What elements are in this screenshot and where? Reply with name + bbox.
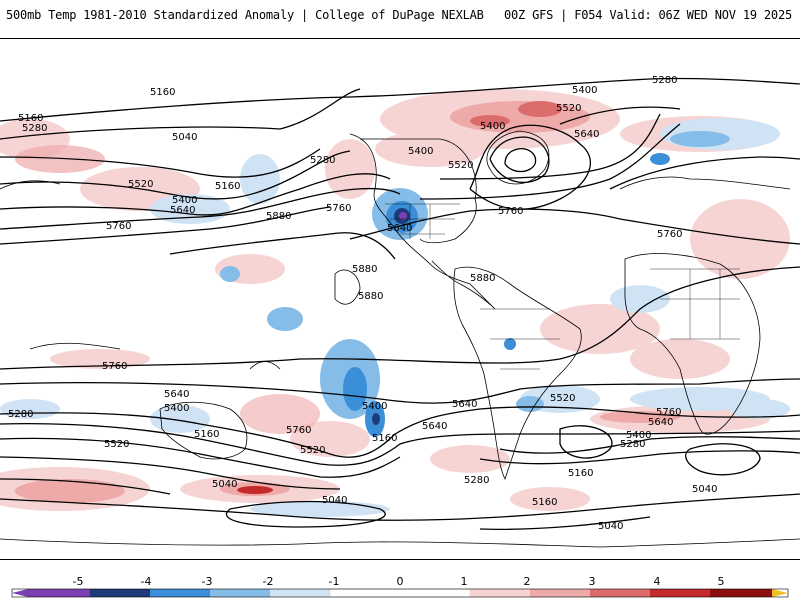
colorbar-segment [150, 589, 210, 597]
colorbar-svg: -5 -4 -3 -2 -1 0 1 2 3 4 5 [11, 575, 789, 598]
contour-label: 5280 [620, 439, 645, 450]
colorbar-segment [329, 588, 471, 598]
political-borders [385, 203, 740, 370]
colorbar-segment [270, 589, 330, 597]
colorbar-tick-label: -1 [329, 575, 340, 588]
contour-label: 5040 [212, 479, 237, 490]
contour-label: 5640 [648, 417, 673, 428]
contour-label: 5040 [598, 521, 623, 532]
contour-label: 5520 [128, 179, 153, 190]
colorbar-segment [650, 589, 710, 597]
colorbar-ticks: -5 -4 -3 -2 -1 0 1 2 3 4 5 [73, 575, 725, 588]
contour-label: 5040 [172, 132, 197, 143]
contour-label: 5760 [326, 203, 351, 214]
colorbar-outline [11, 588, 789, 598]
contour-label: 5160 [18, 113, 43, 124]
contour-label: 5160 [532, 497, 557, 508]
cool-anomaly-shading [0, 118, 790, 517]
contour-label: 5640 [170, 205, 195, 216]
contour-label: 5160 [215, 181, 240, 192]
contour-label: 5520 [104, 439, 129, 450]
contour-label: 5640 [422, 421, 447, 432]
contour-label: 5040 [322, 495, 347, 506]
header-bar: 500mb Temp 1981-2010 Standardized Anomal… [0, 0, 800, 30]
contour-label: 5880 [352, 264, 377, 275]
contour-label: 5640 [164, 389, 189, 400]
contour-label: 5640 [574, 129, 599, 140]
contour-label: 5640 [387, 223, 412, 234]
contour-label: 5280 [652, 75, 677, 86]
contour-label: 5160 [372, 433, 397, 444]
contour-label-group: 5160 5160 5280 5040 5520 5640 5400 5760 … [8, 75, 717, 532]
height-contours [0, 77, 800, 530]
colorbar-segment [710, 589, 772, 597]
contour-label: 5760 [656, 407, 681, 418]
colorbar-segment [590, 589, 650, 597]
anomaly-map: 5160 5160 5280 5040 5520 5640 5400 5760 … [0, 38, 800, 560]
contour-label: 5760 [657, 229, 682, 240]
colorbar-tick-label: 3 [589, 575, 596, 588]
colorbar-tick-label: 1 [461, 575, 468, 588]
contour-label: 5520 [550, 393, 575, 404]
colorbar-segment [530, 589, 590, 597]
colorbar-segment [210, 589, 270, 597]
contour-label: 5520 [556, 103, 581, 114]
contour-label: 5520 [448, 160, 473, 171]
colorbar-tick-label: 2 [524, 575, 531, 588]
contour-label: 5160 [150, 87, 175, 98]
colorbar-tick-label: 4 [654, 575, 661, 588]
contour-label: 5880 [470, 273, 495, 284]
contour-label: 5280 [464, 475, 489, 486]
contour-label: 5400 [164, 403, 189, 414]
contour-label: 5040 [692, 484, 717, 495]
contour-label: 5760 [106, 221, 131, 232]
contour-label: 5160 [568, 468, 593, 479]
contour-label: 5400 [172, 195, 197, 206]
contour-label: 5280 [310, 155, 335, 166]
contour-label: 5520 [300, 445, 325, 456]
contour-label: 5400 [572, 85, 597, 96]
contour-label: 5160 [194, 429, 219, 440]
colorbar-arrow-low [12, 589, 28, 597]
colorbar-tick-label: -3 [202, 575, 213, 588]
contour-label: 5640 [452, 399, 477, 410]
model-run-info: 00Z GFS | F054 Valid: 06Z WED NOV 19 202… [503, 8, 792, 22]
contour-label: 5880 [266, 211, 291, 222]
colorbar-segment [28, 589, 90, 597]
contour-label: 5280 [22, 123, 47, 134]
map-title: 500mb Temp 1981-2010 Standardized Anomal… [6, 8, 484, 22]
contour-label: 5400 [362, 401, 387, 412]
colorbar-arrow-high [772, 589, 788, 597]
colorbar-segment [90, 589, 150, 597]
contour-label: 5760 [286, 425, 311, 436]
colorbar-segment [470, 589, 530, 597]
contour-label: 5400 [408, 146, 433, 157]
contour-label: 5760 [498, 206, 523, 217]
map-canvas: 5160 5160 5280 5040 5520 5640 5400 5760 … [0, 75, 800, 548]
colorbar-tick-label: 0 [397, 575, 404, 588]
contour-label: 5400 [626, 430, 651, 441]
contour-label: 5760 [102, 361, 127, 372]
colorbar-tick-label: 5 [718, 575, 725, 588]
contour-label: 5280 [8, 409, 33, 420]
colorbar-tick-label: -2 [263, 575, 274, 588]
colorbar-tick-label: -5 [73, 575, 84, 588]
colorbar-tick-label: -4 [141, 575, 152, 588]
contour-label: 5880 [358, 291, 383, 302]
colorbar-legend: -5 -4 -3 -2 -1 0 1 2 3 4 5 [0, 573, 800, 600]
contour-label: 5400 [480, 121, 505, 132]
